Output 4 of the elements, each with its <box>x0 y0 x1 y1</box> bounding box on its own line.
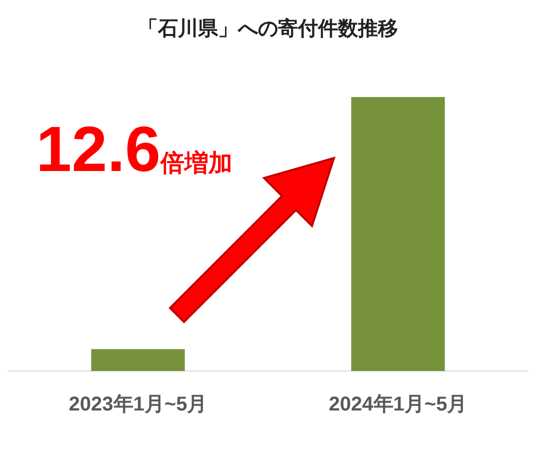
x-tick-label: 2023年1月~5月 <box>68 394 208 416</box>
chart-title: 「石川県」への寄付件数推移 <box>138 16 398 40</box>
annotation: 12.6倍増加 <box>36 113 233 185</box>
x-tick-label: 2024年1月~5月 <box>328 394 468 416</box>
